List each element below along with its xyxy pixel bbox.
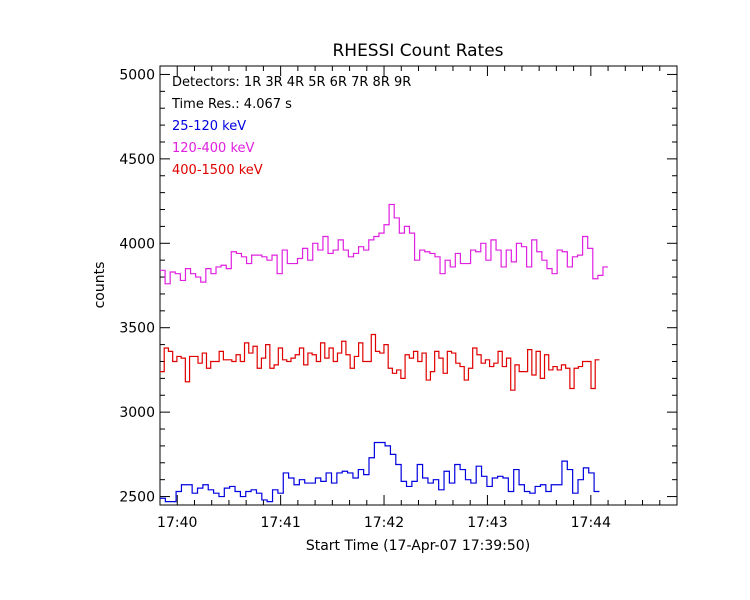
y-tick-label: 4500 (119, 152, 155, 168)
chart-title: RHESSI Count Rates (332, 41, 503, 61)
x-tick-label: 17:42 (364, 515, 404, 531)
series-line-400-1500-kev (160, 333, 600, 391)
x-axis-label: Start Time (17-Apr-07 17:39:50) (306, 538, 530, 554)
y-tick-label: 4000 (119, 236, 155, 252)
legend-entry-120-400-kev: 120-400 keV (172, 141, 255, 156)
legend-entry-400-1500-kev: 400-1500 keV (172, 163, 263, 178)
y-axis-label: counts (92, 262, 108, 309)
series-layer (160, 203, 609, 503)
y-tick-label: 2500 (119, 490, 155, 506)
y-tick-label: 3500 (119, 321, 155, 337)
legend: 25-120 keV 120-400 keV 400-1500 keV (172, 119, 263, 178)
legend-entry-25-120-kev: 25-120 keV (172, 119, 246, 134)
y-tick-label: 3000 (119, 405, 155, 421)
time-resolution-annotation: Time Res.: 4.067 s (171, 97, 292, 112)
x-tick-label: 17:41 (260, 515, 300, 531)
series-line-25-120-kev (160, 441, 600, 503)
x-tick-label: 17:44 (571, 515, 611, 531)
x-tick-label: 17:40 (157, 515, 197, 531)
detectors-annotation: Detectors: 1R 3R 4R 5R 6R 7R 8R 9R (172, 75, 411, 90)
y-axis: 2500 3000 3500 4000 4500 5000 (119, 67, 677, 506)
chart-annotations: Detectors: 1R 3R 4R 5R 6R 7R 8R 9R Time … (171, 75, 411, 112)
y-tick-label: 5000 (119, 67, 155, 83)
series-line-120-400-kev (160, 203, 609, 285)
x-tick-label: 17:43 (467, 515, 507, 531)
x-axis: 17:40 17:41 17:42 17:43 17:44 (157, 66, 678, 531)
